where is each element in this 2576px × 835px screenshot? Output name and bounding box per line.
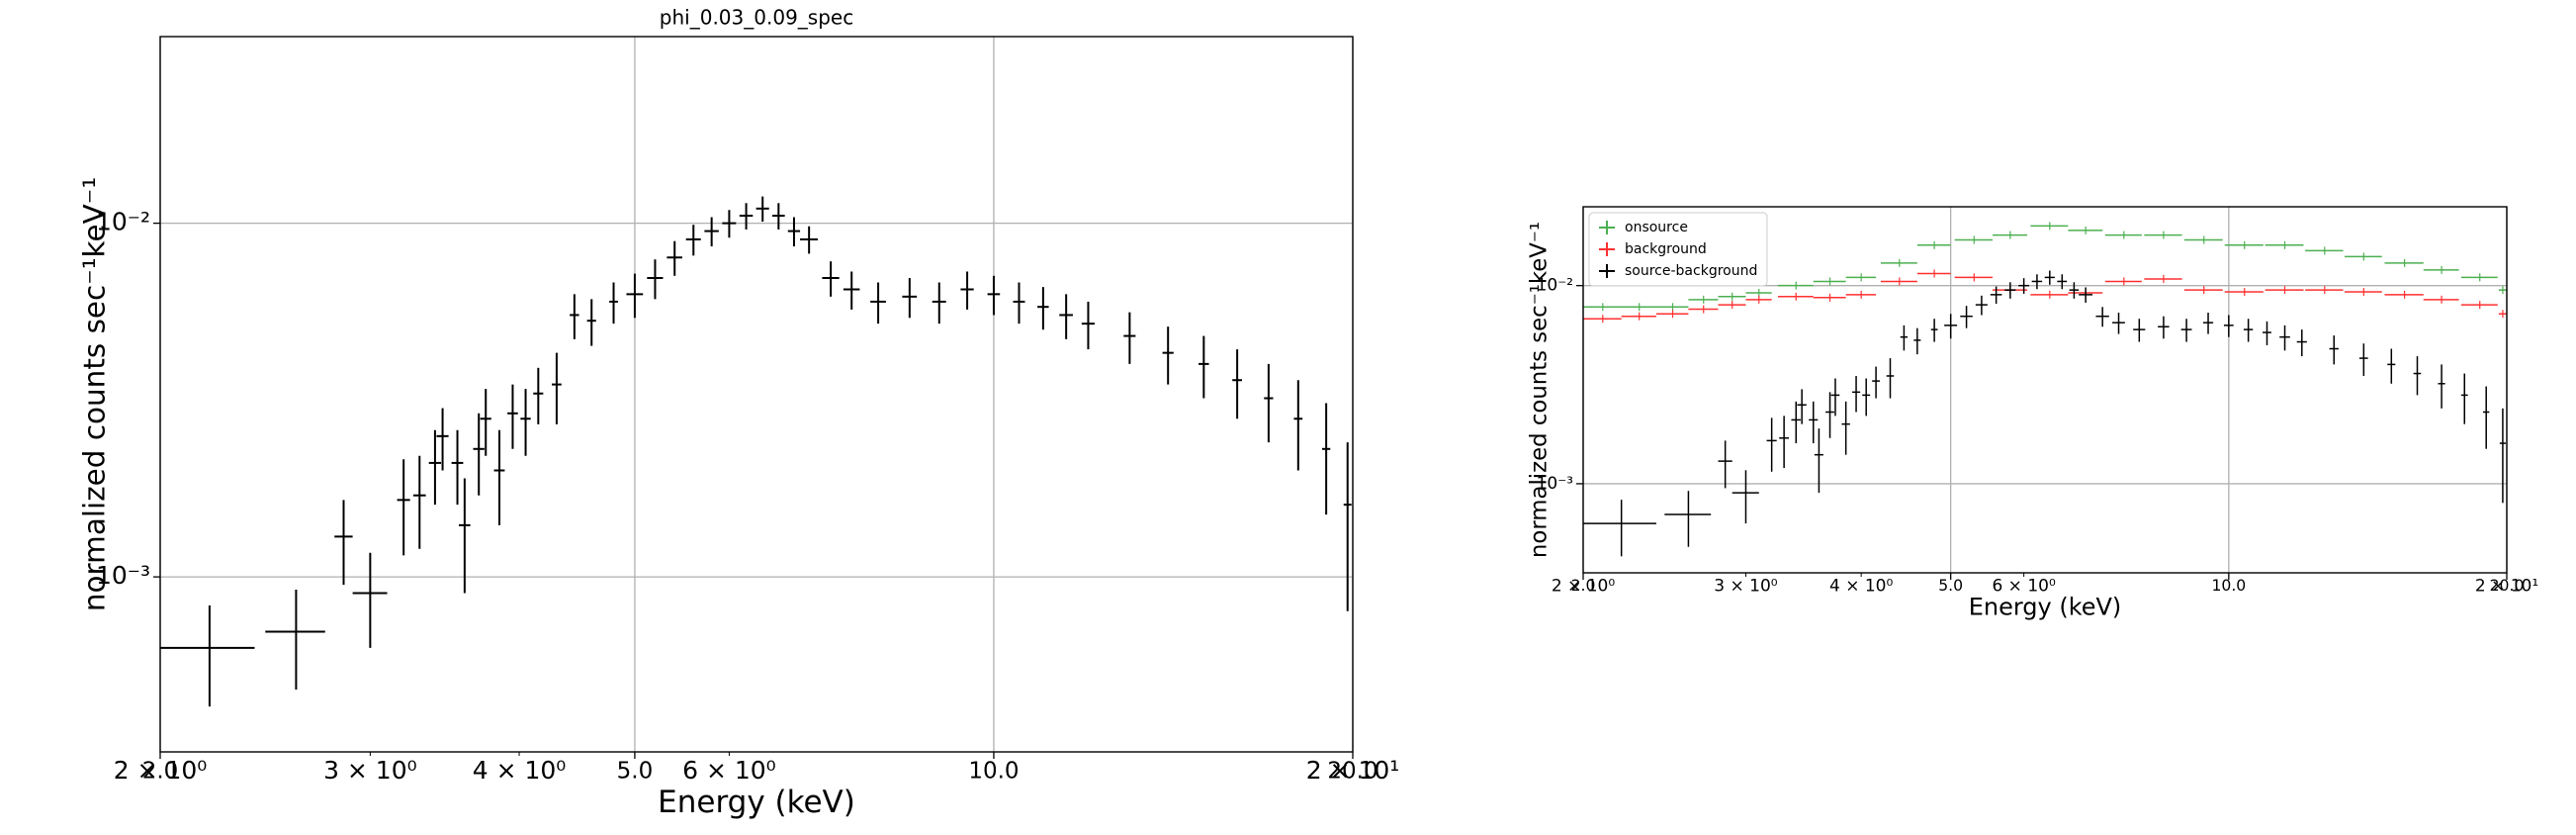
- x-tick-label: 4 × 10⁰: [473, 756, 567, 785]
- axes-frame: [159, 36, 1354, 753]
- y-tick-label: 10⁻³: [1537, 474, 1573, 494]
- x-tick-label: 6 × 10⁰: [1992, 577, 2055, 597]
- x-axis-label: Energy (keV): [1969, 594, 2122, 621]
- series: [1583, 270, 2506, 557]
- x-tick-label: 6 × 10⁰: [682, 756, 776, 785]
- x-tick-label: 2 × 10⁰: [1552, 577, 1615, 597]
- x-tick-label: 5.0: [617, 759, 654, 785]
- y-tick-label: 10⁻³: [96, 561, 150, 590]
- y-axis-label: normalized counts sec⁻¹keV⁻¹: [78, 177, 112, 611]
- x-tick-label: 10.0: [968, 759, 1019, 785]
- series: [1583, 222, 2507, 312]
- x-tick-label: 3 × 10⁰: [1714, 577, 1777, 597]
- axes: 2.0 5.0 10.0 20.0 2 × 10⁰ 3 × 10⁰ 4 × 10⁰ 6 × 1…: [1526, 206, 2538, 621]
- x-axis-label: Energy (keV): [658, 785, 855, 820]
- x-tick-label: 2 × 10⁰: [114, 756, 208, 785]
- x-tick-label: 2.0: [1571, 576, 1596, 595]
- axes-frame: [1582, 206, 2508, 574]
- x-tick-label: 10.0: [2211, 576, 2246, 595]
- series: [160, 196, 1352, 707]
- legend: onsource background source-background: [1588, 212, 1768, 287]
- series: [1583, 269, 2507, 324]
- legend-label: onsource: [1625, 220, 1688, 235]
- x-tick-label: 5.0: [1938, 576, 1963, 595]
- x-tick-label: 2.0: [142, 759, 179, 785]
- y-tick-label: 10⁻²: [96, 208, 150, 236]
- x-tick-label: 20.0: [2490, 576, 2525, 595]
- x-tick-label: 3 × 10⁰: [323, 756, 417, 785]
- y-tick-label: 10⁻²: [1537, 276, 1573, 296]
- y-axis-label: normalized counts sec⁻¹keV⁻¹: [1526, 222, 1552, 558]
- x-tick-label: 2 × 10¹: [2475, 577, 2538, 597]
- legend-label: background: [1625, 241, 1707, 257]
- legend-label: source-background: [1625, 263, 1757, 279]
- axes: 2.0 5.0 10.0 20.0 2 × 10⁰ 3 × 10⁰ 4 × 10⁰ 6 × 1…: [78, 6, 1400, 821]
- legend-box: [1588, 212, 1768, 287]
- x-tick-label: 2 × 10¹: [1306, 756, 1400, 785]
- chart-title: phi_0.03_0.09_spec: [660, 6, 853, 30]
- x-tick-label: 4 × 10⁰: [1829, 577, 1893, 597]
- x-tick-label: 20.0: [1327, 759, 1377, 785]
